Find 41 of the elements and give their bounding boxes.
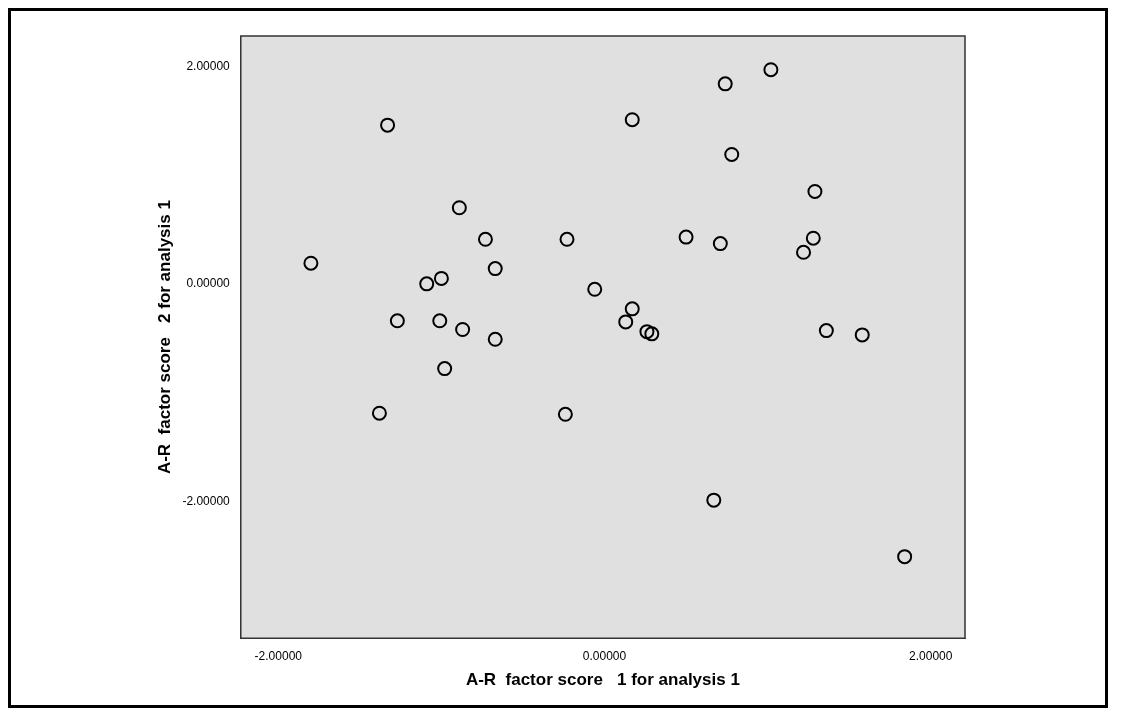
point xyxy=(380,117,396,133)
point xyxy=(624,112,640,128)
point xyxy=(557,406,573,422)
point xyxy=(477,231,493,247)
point xyxy=(303,255,319,271)
x-tick-label: 0.00000 xyxy=(582,648,627,663)
point xyxy=(818,323,834,339)
point xyxy=(455,321,471,337)
point xyxy=(807,183,823,199)
point xyxy=(371,405,387,421)
point xyxy=(897,549,913,565)
point xyxy=(389,313,405,329)
point xyxy=(712,236,728,252)
point xyxy=(678,229,694,245)
x-axis-title: A-R factor score 1 for analysis 1 xyxy=(465,670,740,690)
point xyxy=(419,276,435,292)
y-axis-title: A-R factor score 2 for analysis 1 xyxy=(154,200,174,475)
point xyxy=(706,492,722,508)
point xyxy=(487,261,503,277)
point xyxy=(433,270,449,286)
point xyxy=(796,244,812,260)
x-tick-label: 2.00000 xyxy=(909,648,953,663)
point xyxy=(763,62,779,78)
point xyxy=(854,327,870,343)
point xyxy=(432,313,448,329)
point xyxy=(805,230,821,246)
point xyxy=(724,146,740,162)
point xyxy=(618,314,634,330)
y-tick-label: 2.00000 xyxy=(186,58,231,73)
point xyxy=(437,361,453,377)
point xyxy=(644,326,660,342)
point xyxy=(559,231,575,247)
point xyxy=(451,200,467,216)
y-tick-label: 0.00000 xyxy=(186,276,231,291)
point xyxy=(487,331,503,347)
point xyxy=(639,324,655,340)
x-tick-label: -2.00000 xyxy=(254,648,303,663)
point xyxy=(624,301,640,317)
y-tick-label: -2.00000 xyxy=(182,493,231,508)
point xyxy=(587,281,603,297)
point xyxy=(717,76,733,92)
